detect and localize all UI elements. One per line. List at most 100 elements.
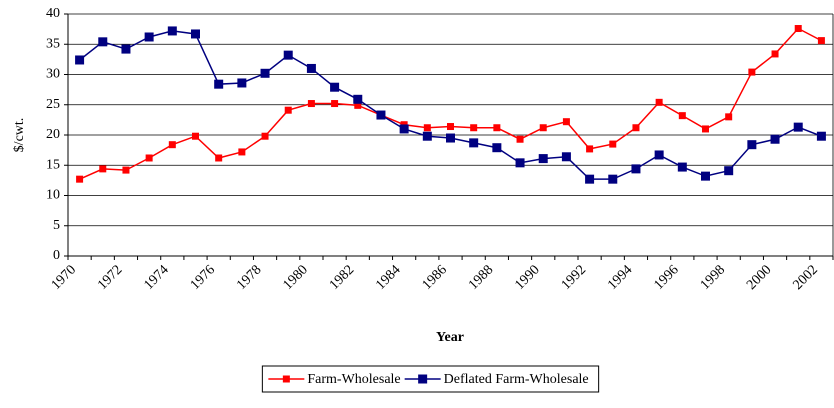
data-point bbox=[284, 106, 292, 114]
y-tick-label: 40 bbox=[46, 6, 60, 21]
data-point bbox=[76, 175, 84, 183]
data-point bbox=[422, 131, 432, 141]
data-point bbox=[261, 132, 269, 140]
data-point bbox=[98, 37, 108, 47]
data-point bbox=[353, 94, 363, 104]
data-point bbox=[99, 165, 107, 173]
x-tick-label: 1980 bbox=[281, 262, 311, 292]
data-point bbox=[399, 124, 409, 134]
data-point bbox=[515, 158, 525, 168]
x-tick-label: 1974 bbox=[141, 262, 171, 292]
x-tick-label: 1982 bbox=[327, 262, 357, 292]
data-point bbox=[144, 32, 154, 42]
series-line bbox=[79, 27, 822, 180]
x-tick-label: 1986 bbox=[420, 262, 450, 292]
x-tick-label: 2002 bbox=[791, 262, 821, 292]
data-point bbox=[654, 150, 664, 160]
y-tick-label: 15 bbox=[46, 157, 60, 172]
data-point bbox=[585, 174, 595, 184]
data-point bbox=[655, 98, 663, 106]
data-point bbox=[260, 68, 270, 78]
data-point bbox=[678, 112, 686, 120]
data-point bbox=[307, 100, 315, 108]
data-point bbox=[561, 152, 571, 162]
data-point bbox=[145, 154, 153, 162]
data-point bbox=[330, 82, 340, 92]
data-point bbox=[121, 44, 131, 54]
x-axis-label: Year bbox=[436, 330, 464, 345]
legend-label: Farm-Wholesale bbox=[307, 372, 400, 387]
y-tick-label: 20 bbox=[46, 127, 60, 142]
legend: Farm-Wholesale Deflated Farm-Wholesale bbox=[261, 365, 600, 393]
x-tick-label: 1984 bbox=[373, 262, 403, 292]
x-tick-label: 1998 bbox=[698, 262, 728, 292]
legend-marker bbox=[282, 375, 290, 383]
data-point bbox=[609, 140, 617, 148]
data-point bbox=[238, 148, 246, 156]
legend-item: Deflated Farm-Wholesale bbox=[404, 372, 589, 387]
x-tick-label: 1992 bbox=[559, 262, 589, 292]
x-tick-label: 1976 bbox=[188, 262, 218, 292]
y-tick-label: 35 bbox=[46, 36, 60, 51]
data-point bbox=[192, 132, 199, 140]
data-point bbox=[562, 118, 570, 126]
data-point bbox=[122, 166, 130, 174]
data-point bbox=[493, 124, 501, 132]
data-point bbox=[793, 122, 803, 132]
data-point bbox=[724, 166, 734, 176]
data-point bbox=[631, 164, 641, 174]
data-point bbox=[167, 26, 177, 36]
y-tick-label: 25 bbox=[46, 97, 60, 112]
data-point bbox=[376, 110, 386, 120]
data-point bbox=[702, 125, 709, 133]
data-point bbox=[75, 55, 85, 65]
data-point bbox=[423, 124, 431, 132]
x-tick-label: 2000 bbox=[744, 262, 774, 292]
data-point bbox=[539, 124, 547, 132]
data-point bbox=[168, 141, 176, 149]
data-point bbox=[470, 124, 478, 132]
data-point bbox=[354, 101, 362, 109]
data-point bbox=[447, 123, 454, 131]
x-tick-label: 1988 bbox=[466, 262, 496, 292]
data-point bbox=[608, 174, 618, 184]
legend-marker bbox=[418, 374, 428, 384]
x-tick-label: 1996 bbox=[651, 262, 681, 292]
data-point bbox=[586, 145, 594, 153]
data-point bbox=[770, 134, 780, 144]
data-point bbox=[816, 131, 826, 141]
data-point bbox=[191, 29, 200, 39]
data-point bbox=[516, 135, 524, 143]
data-point bbox=[215, 154, 223, 162]
data-point bbox=[214, 79, 224, 89]
x-tick-label: 1972 bbox=[95, 262, 125, 292]
data-point bbox=[331, 100, 339, 108]
x-tick-label: 1990 bbox=[512, 262, 542, 292]
x-tick-label: 1978 bbox=[234, 262, 264, 292]
data-point bbox=[794, 25, 802, 33]
legend-item: Farm-Wholesale bbox=[268, 372, 401, 387]
x-tick-label: 1970 bbox=[49, 262, 79, 292]
data-point bbox=[492, 143, 502, 153]
data-point bbox=[817, 37, 825, 45]
data-point bbox=[632, 124, 640, 132]
y-tick-label: 0 bbox=[53, 248, 60, 263]
y-tick-label: 10 bbox=[46, 188, 60, 203]
data-point bbox=[283, 50, 293, 60]
data-point bbox=[771, 50, 779, 58]
legend-label: Deflated Farm-Wholesale bbox=[444, 372, 589, 387]
x-tick-label: 1994 bbox=[605, 262, 635, 292]
data-point bbox=[237, 78, 247, 88]
y-tick-label: 30 bbox=[46, 67, 60, 82]
y-axis-label: $/cwt. bbox=[12, 118, 27, 153]
y-tick-label: 5 bbox=[53, 218, 60, 233]
data-point bbox=[446, 133, 455, 143]
data-point bbox=[748, 68, 756, 76]
data-point bbox=[701, 171, 710, 181]
data-point bbox=[677, 162, 687, 172]
data-point bbox=[747, 140, 757, 150]
data-point bbox=[538, 154, 548, 164]
data-point bbox=[469, 138, 479, 148]
